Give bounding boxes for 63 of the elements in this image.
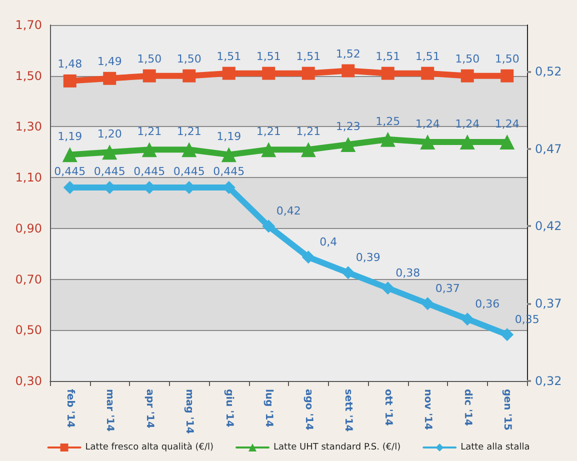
y-tick-label: 1,70 <box>15 18 42 32</box>
y2-tick-label: 0,42 <box>535 219 562 234</box>
data-label: 1,51 <box>376 50 400 63</box>
data-label: 1,52 <box>336 47 360 60</box>
legend-label: Latte UHT standard P.S. (€/l) <box>274 442 401 452</box>
legend-label: Latte alla stalla <box>460 442 530 452</box>
y-tick-label: 0,70 <box>15 272 42 286</box>
x-tick-label: apr '14 <box>144 389 155 428</box>
x-tick-label: mar '14 <box>104 389 116 432</box>
x-tick-label: gen '15 <box>502 389 513 431</box>
x-tick-label: mag '14 <box>184 389 195 434</box>
data-label: 0,42 <box>276 204 301 218</box>
data-label: 1,25 <box>376 114 400 128</box>
x-tick-label: ago '14 <box>302 389 314 430</box>
data-label: 1,20 <box>97 128 122 141</box>
data-label: 1,23 <box>336 120 360 134</box>
y2-tick-label: 0,47 <box>535 142 562 156</box>
data-label: 0,445 <box>213 165 245 178</box>
legend-label: Latte fresco alta qualità (€/l) <box>85 442 214 452</box>
data-label: 1,50 <box>494 52 520 66</box>
data-label: 1,21 <box>256 125 281 138</box>
data-label: 1,24 <box>455 117 480 130</box>
y-tick-label: 1,10 <box>15 170 42 185</box>
x-tick-label: ott '14 <box>382 389 394 426</box>
data-label: 0,39 <box>356 251 380 264</box>
data-label: 0,4 <box>320 236 338 249</box>
x-tick-label: nov '14 <box>422 389 434 430</box>
data-label: 1,19 <box>58 130 82 144</box>
data-label: 1,51 <box>216 50 242 63</box>
data-label: 0,445 <box>94 165 126 178</box>
y-tick-label: 1,30 <box>15 120 42 134</box>
data-label: 1,21 <box>137 125 162 138</box>
x-tick-label: lug '14 <box>263 389 274 428</box>
data-label: 1,51 <box>256 50 281 63</box>
data-label: 1,49 <box>97 54 122 68</box>
data-label: 1,48 <box>58 57 82 70</box>
data-label: 1,50 <box>137 52 162 66</box>
data-label: 1,50 <box>455 52 480 66</box>
data-label: 1,24 <box>415 117 440 130</box>
data-label: 1,19 <box>216 130 242 144</box>
data-label: 0,38 <box>396 266 420 280</box>
y-tick-label: 1,50 <box>15 68 42 83</box>
data-label: 0,36 <box>475 298 500 311</box>
data-label: 1,51 <box>296 50 321 63</box>
x-tick-label: sett '14 <box>342 389 354 432</box>
data-label: 0,445 <box>134 165 166 178</box>
data-label: 0,37 <box>435 282 460 296</box>
x-tick-label: feb '14 <box>64 389 76 428</box>
y2-tick-label: 0,32 <box>535 374 562 388</box>
y-tick-label: 0,90 <box>15 221 42 236</box>
data-label: 1,21 <box>296 125 321 138</box>
data-label: 0,445 <box>173 165 205 178</box>
x-tick-label: giu '14 <box>223 389 234 428</box>
y2-tick-label: 0,37 <box>535 296 562 311</box>
data-label: 1,51 <box>415 50 440 63</box>
data-label: 0,445 <box>54 165 86 178</box>
x-tick-label: dic '14 <box>462 389 473 426</box>
data-label: 1,21 <box>176 125 202 138</box>
y-tick-label: 0,30 <box>15 374 42 388</box>
y2-tick-label: 0,52 <box>535 64 562 78</box>
data-label: 1,50 <box>176 52 202 66</box>
y-tick-label: 0,50 <box>15 323 42 338</box>
data-label: 1,24 <box>494 117 520 130</box>
